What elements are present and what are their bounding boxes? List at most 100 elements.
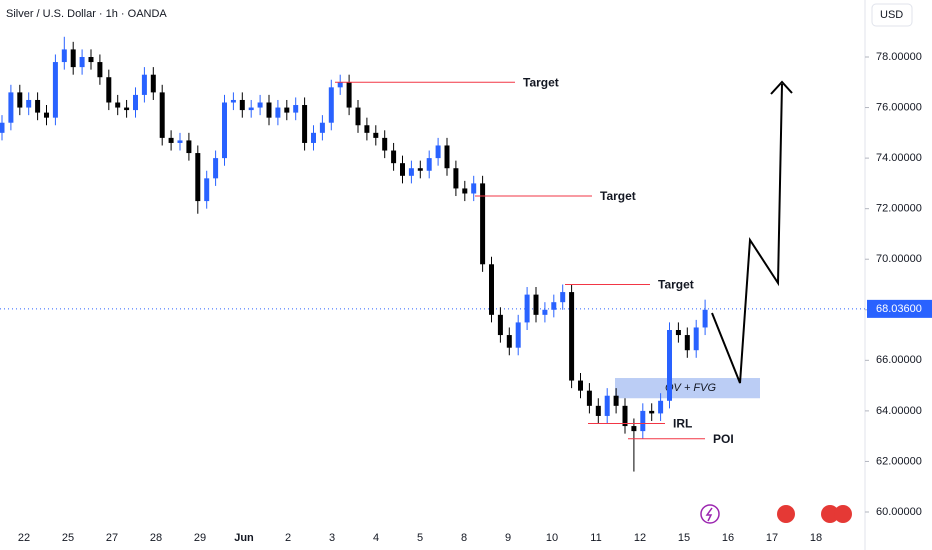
flag-icon[interactable] — [821, 505, 839, 523]
candle-body — [675, 330, 681, 336]
candle-body — [248, 107, 254, 111]
candle-body — [408, 168, 414, 176]
x-tick-label: 17 — [766, 532, 778, 544]
x-tick-label: 3 — [329, 532, 335, 544]
candle-body — [382, 137, 388, 151]
event-icon[interactable] — [700, 504, 720, 524]
candle-body — [702, 309, 708, 328]
candle-body — [186, 140, 192, 154]
y-tick-label: 76.00000 — [876, 101, 922, 113]
candle-body — [177, 140, 183, 143]
candle-body — [480, 183, 486, 265]
candle-body — [239, 99, 245, 111]
candle-body — [471, 183, 477, 194]
plot-area: 60.0000062.0000064.0000066.0000068.00000… — [0, 36, 932, 544]
candle-body — [551, 302, 557, 310]
x-tick-label: 18 — [810, 532, 822, 544]
y-tick-label: 72.00000 — [876, 203, 922, 215]
y-tick-label: 62.00000 — [876, 455, 922, 467]
candle-body — [17, 92, 23, 108]
candle-body — [275, 107, 281, 118]
candle-body — [106, 77, 112, 103]
candle-body — [311, 132, 316, 143]
level-label: IRL — [673, 417, 692, 431]
candle-body — [444, 145, 450, 169]
x-tick-label: 2 — [285, 532, 291, 544]
x-tick-label: 25 — [62, 532, 74, 544]
candle-body — [44, 112, 49, 118]
y-tick-label: 78.00000 — [876, 51, 922, 63]
candle-body — [26, 99, 32, 108]
candle-body — [373, 132, 379, 138]
level-label: POI — [713, 432, 734, 446]
candle-body — [70, 49, 76, 68]
x-tick-label: 12 — [634, 532, 646, 544]
x-tick-label: 11 — [590, 532, 601, 544]
x-tick-label: 5 — [417, 532, 423, 544]
candle-body — [79, 57, 85, 68]
candle-body — [506, 335, 512, 348]
x-tick-label: 15 — [678, 532, 690, 544]
candle-body — [195, 153, 201, 202]
candle-body — [622, 405, 628, 427]
x-tick-label: 29 — [194, 532, 206, 544]
candle-body — [515, 322, 521, 348]
event-icon-bolt — [705, 507, 713, 522]
last-price-box — [867, 299, 932, 318]
candle-body — [542, 309, 548, 315]
candle-body — [489, 264, 494, 315]
x-tick-label: 27 — [106, 532, 118, 544]
candle-body — [337, 82, 343, 88]
candle-body — [560, 292, 566, 303]
candle-body — [35, 99, 41, 113]
last-price-label: 68.03600 — [876, 303, 922, 315]
candle-body — [391, 150, 397, 164]
candle-body — [97, 62, 103, 78]
candle-body — [159, 92, 165, 138]
candle-body — [453, 168, 459, 189]
flag-icon[interactable] — [834, 505, 852, 523]
candle-body — [302, 105, 308, 143]
x-tick-label: 16 — [722, 532, 734, 544]
flag-icon[interactable] — [777, 505, 795, 523]
candle-body — [524, 294, 530, 323]
x-tick-label: 8 — [461, 532, 467, 544]
candle-body — [319, 122, 325, 133]
candle-body — [293, 105, 299, 113]
y-tick-label: 66.00000 — [876, 354, 922, 366]
x-tick-label: 9 — [505, 532, 511, 544]
y-tick-label: 64.00000 — [876, 405, 922, 417]
candle-body — [133, 94, 138, 111]
level-label: Target — [600, 189, 636, 203]
candle-body — [533, 294, 539, 315]
x-tick-label: 22 — [18, 532, 30, 544]
candle-body — [168, 137, 174, 143]
candle-body — [204, 178, 210, 202]
candle-body — [426, 158, 432, 171]
candle-body — [115, 102, 121, 108]
candle-body — [124, 107, 130, 111]
x-tick-label: 28 — [150, 532, 162, 544]
candle-body — [266, 102, 272, 118]
candle-body — [586, 390, 592, 406]
projection-path — [711, 83, 783, 384]
candle-body — [595, 405, 601, 416]
candle-body — [613, 395, 619, 406]
candle-body — [213, 158, 219, 179]
candle-body — [141, 74, 147, 95]
candle-body — [569, 292, 575, 381]
candle-body — [61, 49, 67, 63]
candle-body — [631, 426, 637, 432]
currency-button[interactable] — [871, 3, 913, 27]
candle-body — [52, 62, 58, 118]
candle-body — [497, 314, 503, 336]
y-tick-label: 60.00000 — [876, 506, 922, 518]
arrow-head — [770, 80, 793, 95]
candle-body — [0, 122, 5, 133]
x-tick-label: 4 — [373, 532, 379, 544]
candle-body — [328, 87, 334, 123]
y-tick-label: 74.00000 — [876, 152, 922, 164]
x-tick-label: 10 — [546, 532, 558, 544]
candle-body — [364, 125, 370, 133]
